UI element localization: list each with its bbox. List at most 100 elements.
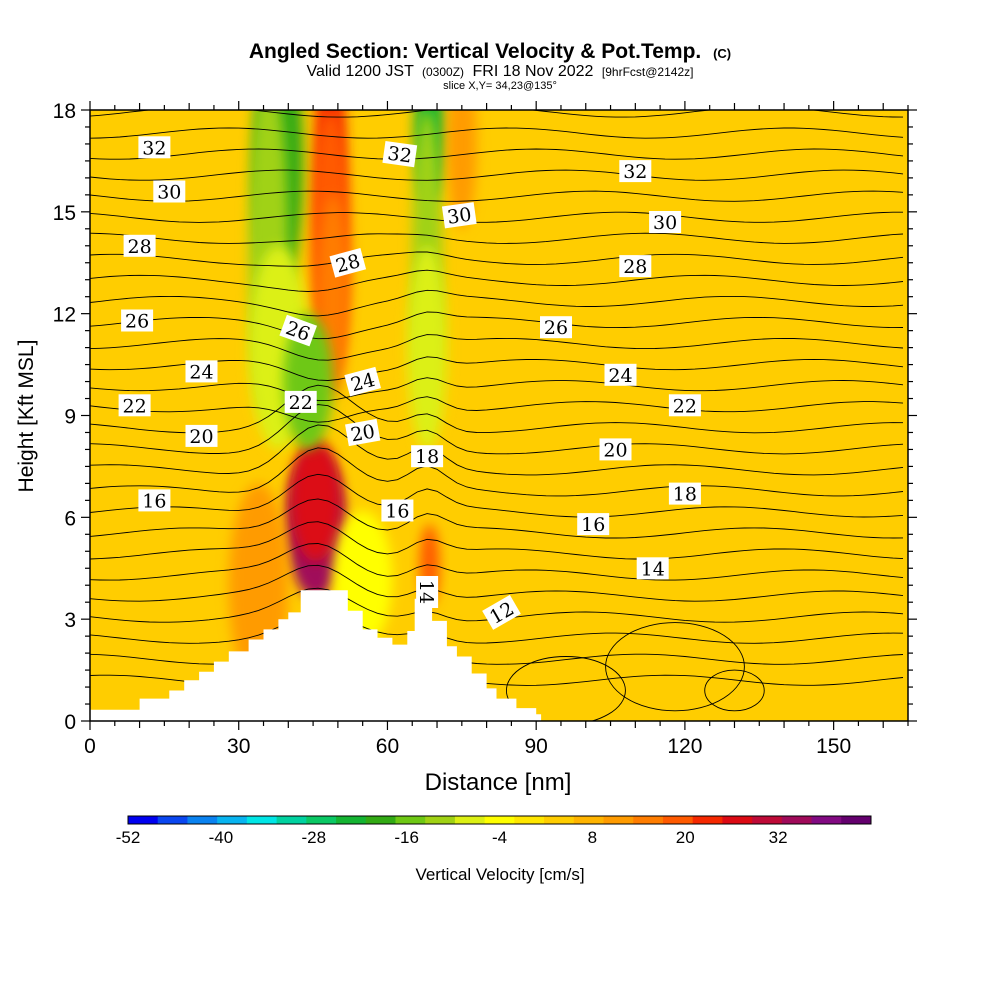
- x-tick-label: 120: [667, 735, 702, 758]
- contour-labels: 3230282624222016262228242032301816141226…: [118, 136, 701, 630]
- contour-label: 20: [345, 418, 381, 447]
- colorbar-segment: [603, 816, 634, 824]
- colorbar-segment: [128, 816, 159, 824]
- colorbar-segment: [454, 816, 486, 824]
- contour-label: 28: [123, 234, 156, 258]
- theta-contour: [90, 543, 904, 581]
- contour-label-text: 32: [386, 143, 413, 168]
- contour-label-text: 32: [142, 137, 166, 159]
- contour-label-text: 30: [446, 204, 473, 229]
- theta-contour: [90, 127, 904, 139]
- theta-contour: [90, 251, 904, 267]
- theta-contour: [90, 289, 904, 317]
- colorbar-segment: [811, 816, 842, 824]
- colorbar-label: Vertical Velocity [cm/s]: [415, 865, 584, 884]
- theta-contour: [90, 521, 904, 560]
- contour-label-text: 14: [641, 558, 665, 580]
- contour-label-text: 20: [603, 439, 627, 461]
- contour-label-text: 16: [581, 514, 605, 536]
- colorbar-segment: [722, 816, 753, 824]
- colorbar-segment: [395, 816, 426, 824]
- theta-contour: [90, 564, 904, 602]
- colorbar-segment: [365, 816, 396, 824]
- theta-contour: [90, 356, 904, 381]
- colorbar: [127, 815, 872, 825]
- colorbar-tick-label: -4: [492, 828, 507, 847]
- colorbar-segment: [217, 816, 248, 824]
- x-tick-label: 90: [525, 735, 548, 758]
- velocity-cell: [407, 245, 447, 450]
- colorbar-segment: [692, 816, 723, 824]
- contour-label: 14: [636, 557, 669, 580]
- contour-label: 18: [411, 445, 444, 468]
- y-axis-label: Height [Kft MSL]: [15, 340, 38, 493]
- contour-label-text: 26: [544, 317, 568, 339]
- y-tick-label: 18: [53, 100, 76, 123]
- theta-contour: [90, 447, 904, 497]
- x-tick-label: 0: [84, 735, 96, 758]
- theta-contour: [90, 404, 904, 455]
- y-axis: 0 3 6 9 12 15 18: [53, 100, 917, 734]
- contour-label: 16: [577, 513, 610, 536]
- contour-label: 16: [138, 489, 171, 512]
- y-tick-label: 12: [53, 304, 76, 327]
- y-tick-label: 9: [64, 406, 76, 429]
- contour-label: 26: [540, 316, 572, 339]
- colorbar-tick-label: -40: [209, 828, 234, 847]
- contour-label: 30: [153, 180, 186, 204]
- contour-label-text: 14: [415, 580, 437, 604]
- theta-contour: [90, 211, 903, 223]
- contour-label: 32: [619, 160, 652, 183]
- colorbar-segment: [633, 816, 664, 824]
- contour-label: 24: [185, 360, 218, 383]
- theta-contour: [90, 384, 904, 434]
- y-tick-label: 0: [64, 711, 76, 734]
- colorbar-tick-label: -28: [301, 828, 326, 847]
- contour-label-text: 18: [415, 446, 439, 468]
- contour-label-text: 20: [349, 421, 377, 447]
- theta-contour: [506, 656, 626, 721]
- theta-contour: [90, 148, 904, 160]
- colorbar-tick-label: -16: [394, 828, 419, 847]
- contour-label-text: 28: [623, 256, 647, 278]
- colorbar-segment: [752, 816, 783, 824]
- y-tick-label: 15: [53, 202, 76, 225]
- contour-label: 26: [121, 309, 154, 333]
- contour-label-text: 24: [189, 361, 213, 383]
- colorbar-segment: [187, 816, 218, 824]
- colorbar-segment: [306, 816, 337, 824]
- colorbar-ticks: -52 -40 -28 -16 -4 8 20 32: [116, 828, 788, 847]
- contour-label-text: 20: [189, 426, 213, 448]
- colorbar-tick-label: 32: [769, 828, 788, 847]
- theta-contour: [90, 311, 904, 340]
- contour-label: 32: [382, 140, 418, 168]
- x-axis-label: Distance [nm]: [425, 769, 572, 796]
- theta-contour: [704, 669, 765, 712]
- theta-contour: [90, 334, 904, 361]
- theta-contour: [90, 232, 904, 244]
- colorbar-tick-label: 8: [588, 828, 597, 847]
- velocity-cell: [446, 110, 477, 229]
- x-tick-label: 150: [816, 735, 851, 758]
- terrain: [90, 590, 542, 721]
- theta-contour: [90, 169, 904, 181]
- x-tick-label: 60: [376, 735, 399, 758]
- contour-label: 14: [415, 576, 439, 608]
- contour-label-text: 16: [142, 490, 166, 512]
- colorbar-segment: [425, 816, 456, 824]
- colorbar-segment: [246, 816, 277, 824]
- contour-label-text: 24: [608, 365, 632, 387]
- colorbar-segment: [841, 816, 872, 824]
- contour-label: 16: [381, 499, 414, 523]
- contour-label: 20: [185, 424, 218, 448]
- x-axis: 0 30 60 90 120 150: [84, 101, 909, 758]
- theta-contour: [90, 190, 904, 202]
- velocity-cell: [290, 439, 341, 562]
- colorbar-tick-label: -52: [116, 828, 141, 847]
- contour-label: 24: [604, 363, 637, 387]
- contour-label: 28: [619, 255, 652, 278]
- theta-contour: [90, 473, 904, 518]
- colorbar-segment: [662, 816, 694, 824]
- contour-label: 32: [138, 136, 171, 159]
- contour-label-text: 30: [653, 212, 677, 234]
